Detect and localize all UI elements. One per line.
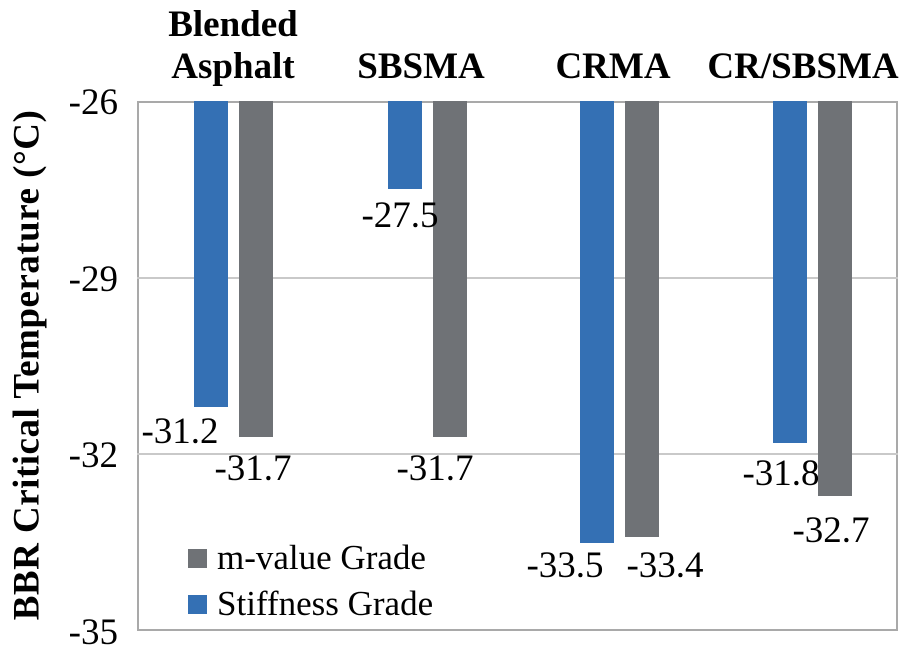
bar-stiffness-grade xyxy=(580,101,614,543)
data-label: -32.7 xyxy=(792,509,870,551)
bar-m-value-grade xyxy=(625,101,659,537)
gridline xyxy=(137,453,898,456)
data-label: -33.5 xyxy=(526,544,604,586)
category-label-line: SBSMA xyxy=(357,46,485,87)
y-tick-label: -29 xyxy=(68,258,118,300)
category-label-line: CRMA xyxy=(555,46,671,87)
data-label: -31.7 xyxy=(214,447,292,489)
category-label-line: Blended xyxy=(168,4,298,45)
data-label: -31.8 xyxy=(742,452,820,494)
bar-m-value-grade xyxy=(239,101,273,437)
bar-m-value-grade xyxy=(432,101,467,437)
legend-item: m-value Grade xyxy=(188,538,426,577)
bar-stiffness-grade xyxy=(387,101,422,190)
bar-m-value-grade xyxy=(818,101,852,496)
y-tick-label: -35 xyxy=(68,612,118,651)
category-label: SBSMA xyxy=(261,0,581,88)
y-axis-title: BBR Critical Temperature (°C) xyxy=(6,109,48,621)
legend-label: Stiffness Grade xyxy=(217,584,434,623)
category-label-line: Asphalt xyxy=(171,46,295,87)
gridline xyxy=(137,276,898,279)
legend-swatch xyxy=(188,548,207,568)
data-label: -33.4 xyxy=(626,544,704,586)
data-label: -31.2 xyxy=(141,411,219,453)
category-label: CR/SBSMA xyxy=(643,0,901,88)
legend-swatch xyxy=(188,594,207,614)
bar-stiffness-grade xyxy=(194,101,228,408)
data-label: -27.5 xyxy=(361,195,439,237)
category-label-line: CR/SBSMA xyxy=(707,46,899,87)
category-label: CRMA xyxy=(453,0,773,88)
data-label: -31.7 xyxy=(396,447,474,489)
bar-stiffness-grade xyxy=(773,101,807,443)
legend-item: Stiffness Grade xyxy=(188,584,434,623)
category-label: Blended Asphalt xyxy=(73,0,393,88)
legend-label: m-value Grade xyxy=(217,538,426,577)
y-tick-label: -26 xyxy=(68,82,118,123)
y-tick-label: -32 xyxy=(68,435,118,477)
